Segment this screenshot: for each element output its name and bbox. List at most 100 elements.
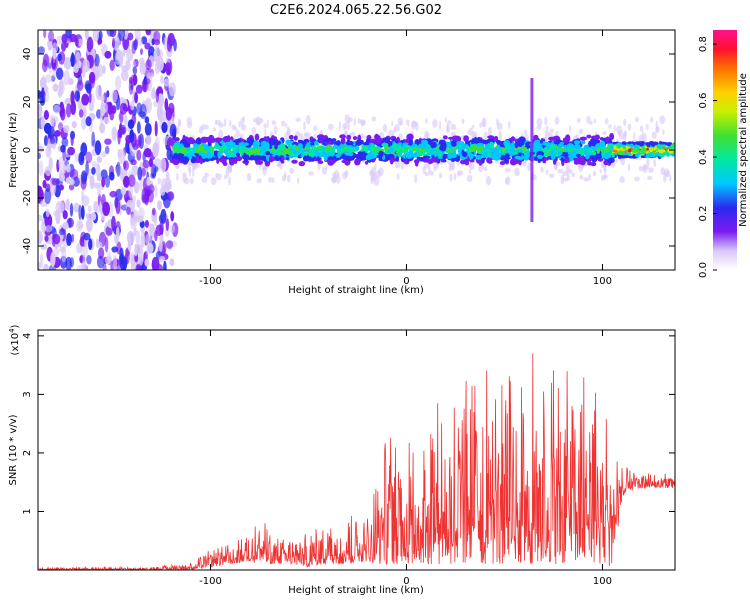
heatmap-cell <box>129 129 135 143</box>
heatmap-cell <box>476 142 485 148</box>
heatmap-cell <box>135 264 142 270</box>
heatmap-cell <box>482 139 489 145</box>
heatmap-cell <box>492 148 496 152</box>
heatmap-cell <box>306 144 312 148</box>
heatmap-cell <box>235 129 240 138</box>
heatmap-cell <box>387 141 394 146</box>
heatmap-cell <box>88 238 93 251</box>
heatmap-cell <box>154 230 158 242</box>
heatmap-cell <box>514 155 522 160</box>
heatmap-cell <box>387 153 395 159</box>
heatmap-cell <box>340 137 346 145</box>
heatmap-cell <box>536 117 543 127</box>
heatmap-cell <box>165 217 169 231</box>
heatmap-cell <box>38 189 45 201</box>
heatmap-cell <box>376 135 381 143</box>
heatmap-cell <box>342 122 348 130</box>
heatmap-cell <box>182 156 190 164</box>
y-tick-label: -40 <box>22 238 33 254</box>
heatmap-cell <box>469 159 475 163</box>
heatmap-cell <box>63 70 70 86</box>
heatmap-cell <box>526 148 530 155</box>
heatmap-cell <box>82 106 87 118</box>
heatmap-cell <box>554 116 560 125</box>
spectrogram-panel: -100 0 100 -40 -20 0 20 40 Height of straight l… <box>8 29 676 296</box>
heatmap-cell <box>313 125 318 132</box>
heatmap-cell <box>494 135 499 142</box>
heatmap-cell <box>645 153 650 159</box>
heatmap-cell <box>414 161 419 167</box>
heatmap-cell <box>449 153 457 159</box>
heatmap-cell <box>217 150 223 158</box>
heatmap-cell <box>603 152 609 160</box>
heatmap-cell <box>96 241 103 248</box>
heatmap-cell <box>144 122 152 136</box>
heatmap-cell <box>335 153 341 158</box>
heatmap-cell <box>575 153 582 158</box>
heatmap-cell <box>438 150 442 158</box>
heatmap-cell <box>157 177 161 185</box>
heatmap-cell <box>109 190 118 198</box>
heatmap-cell <box>634 149 640 153</box>
heatmap-cell <box>228 176 231 186</box>
heatmap-cell <box>120 187 127 196</box>
heatmap-cell <box>134 243 138 257</box>
heatmap-cell <box>362 142 370 146</box>
heatmap-cell <box>583 177 589 182</box>
heatmap-cell <box>62 164 67 175</box>
heatmap-cell <box>262 152 266 156</box>
heatmap-cell <box>421 139 429 145</box>
heatmap-cell <box>58 122 64 131</box>
heatmap-cell <box>285 123 288 129</box>
heatmap-cell <box>593 119 596 124</box>
heatmap-cell <box>136 199 141 208</box>
heatmap-cell <box>151 256 160 270</box>
heatmap-cell <box>75 51 81 62</box>
heatmap-cell <box>118 122 123 139</box>
heatmap-cell <box>171 158 179 163</box>
heatmap-cell <box>255 116 261 126</box>
heatmap-cell <box>599 169 602 174</box>
heatmap-cell <box>634 116 640 123</box>
heatmap-cell <box>640 125 644 132</box>
heatmap-cell <box>141 36 148 45</box>
heatmap-cell <box>65 103 72 118</box>
heatmap-cell <box>77 99 83 111</box>
heatmap-cell <box>432 119 438 128</box>
heatmap-cell <box>268 155 274 163</box>
heatmap-cell <box>543 142 552 146</box>
heatmap-cell <box>146 72 155 79</box>
heatmap-cell <box>111 126 118 141</box>
heatmap-cell <box>360 119 366 127</box>
heatmap-cell <box>139 61 147 75</box>
colorbar: 0.0 0.2 0.4 0.6 0.8 Normalized spectral ampl… <box>698 30 749 278</box>
heatmap-cell <box>414 174 418 184</box>
y-tick-label: -20 <box>22 190 33 206</box>
heatmap-cell <box>344 114 350 124</box>
heatmap-cell <box>52 48 57 60</box>
heatmap-cell <box>618 150 624 155</box>
heatmap-cell <box>281 156 285 162</box>
heatmap-cell <box>101 176 106 188</box>
heatmap-cell <box>579 174 584 180</box>
heatmap-cell <box>80 245 88 258</box>
heatmap-cell <box>43 30 47 39</box>
heatmap-cell <box>153 216 158 227</box>
heatmap-cell <box>102 262 107 270</box>
heatmap-cell <box>481 162 484 169</box>
heatmap-cell <box>252 141 261 147</box>
heatmap-cell <box>303 132 308 138</box>
heatmap-cell <box>82 172 88 183</box>
heatmap-cell <box>439 120 442 131</box>
heatmap-cell <box>127 199 132 208</box>
heatmap-cell <box>165 107 173 121</box>
heatmap-cell <box>45 74 53 83</box>
heatmap-cell <box>151 163 157 178</box>
heatmap-cell <box>504 168 511 173</box>
heatmap-cell <box>449 173 453 182</box>
heatmap-cell <box>670 144 674 148</box>
heatmap-cell <box>649 152 654 157</box>
heatmap-cell <box>44 165 52 177</box>
heatmap-cell <box>405 151 414 159</box>
heatmap-cell <box>64 97 73 106</box>
